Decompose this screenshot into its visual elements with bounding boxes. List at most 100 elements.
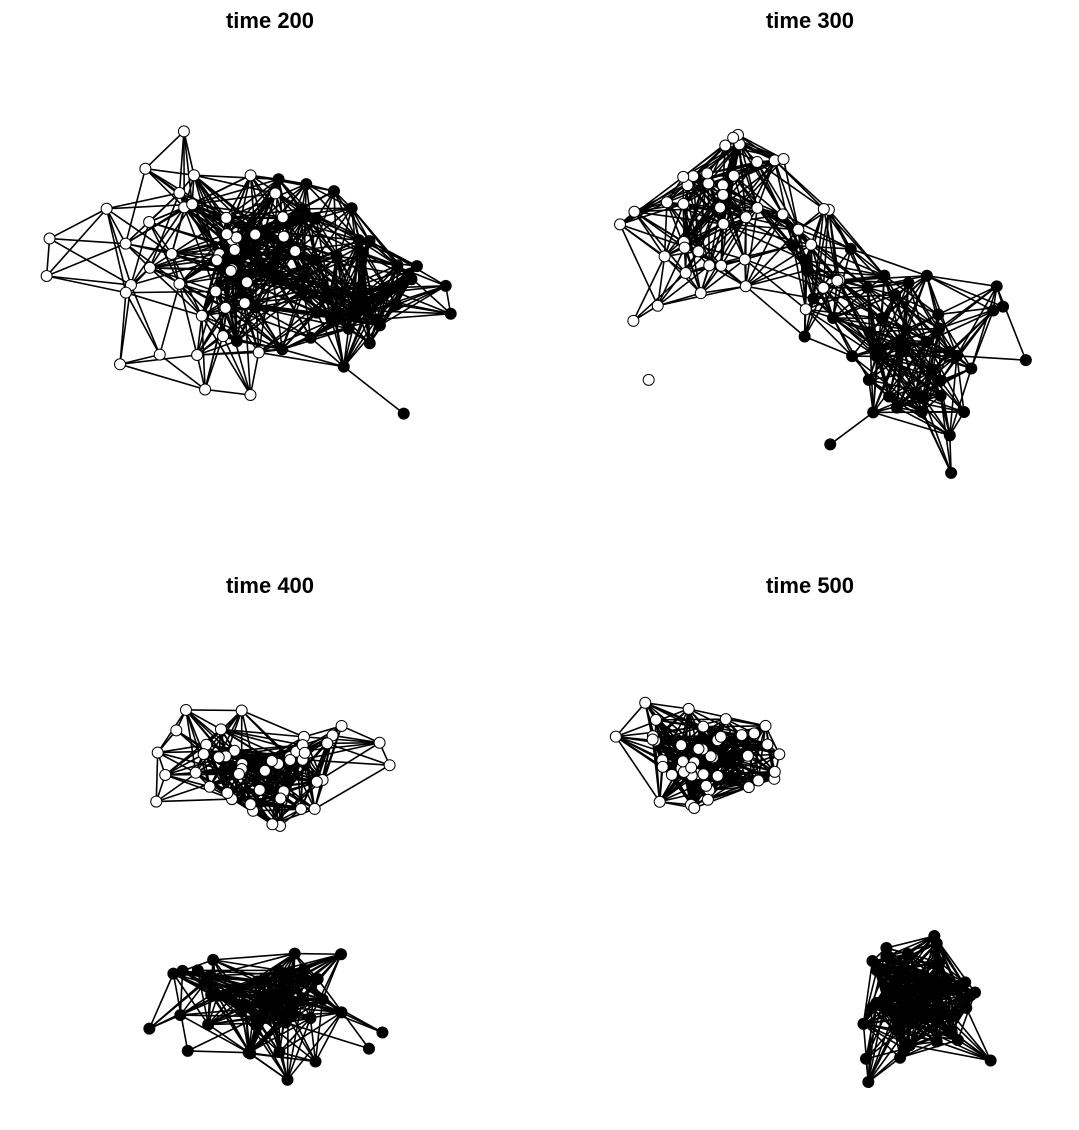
open-node	[740, 281, 751, 292]
filled-node	[301, 179, 312, 190]
filled-node	[808, 293, 819, 304]
open-node	[245, 170, 256, 181]
open-node	[233, 769, 244, 780]
network-edge	[188, 1051, 249, 1053]
open-node	[676, 740, 687, 751]
open-node	[198, 749, 209, 760]
open-node	[728, 170, 739, 181]
filled-node	[938, 1009, 949, 1020]
open-node	[712, 770, 723, 781]
filled-node	[312, 974, 323, 985]
filled-node	[876, 313, 887, 324]
open-node	[715, 731, 726, 742]
filled-node	[862, 282, 873, 293]
filled-node	[868, 407, 879, 418]
filled-node	[935, 390, 946, 401]
open-node	[190, 767, 201, 778]
filled-node	[787, 240, 798, 251]
network-edge	[242, 711, 304, 737]
filled-node	[941, 975, 952, 986]
open-node	[695, 288, 706, 299]
open-node	[152, 747, 163, 758]
open-node	[704, 260, 715, 271]
open-node	[698, 721, 709, 732]
filled-node	[282, 1074, 293, 1085]
filled-node	[263, 990, 274, 1001]
open-node	[270, 188, 281, 199]
network-edge	[165, 774, 239, 775]
open-node	[384, 760, 395, 771]
filled-node	[902, 949, 913, 960]
filled-node	[298, 272, 309, 283]
filled-node	[353, 235, 364, 246]
network-edge	[145, 131, 184, 168]
open-node	[777, 209, 788, 220]
filled-node	[270, 274, 281, 285]
open-node	[643, 374, 654, 385]
filled-node	[933, 309, 944, 320]
filled-node	[177, 965, 188, 976]
network-edge	[633, 273, 685, 321]
filled-node	[251, 1020, 262, 1031]
open-node	[115, 359, 126, 370]
filled-node	[298, 285, 309, 296]
filled-node	[921, 336, 932, 347]
filled-node	[891, 402, 902, 413]
open-node	[769, 766, 780, 777]
open-node	[818, 282, 829, 293]
filled-node	[951, 350, 962, 361]
open-node	[760, 720, 771, 731]
open-node	[275, 793, 286, 804]
filled-node	[251, 302, 262, 313]
filled-node	[890, 289, 901, 300]
open-node	[374, 737, 385, 748]
network-edge	[186, 710, 242, 711]
filled-node	[273, 965, 284, 976]
open-node	[250, 229, 261, 240]
filled-node	[800, 255, 811, 266]
open-node	[204, 781, 215, 792]
filled-node	[825, 439, 836, 450]
open-node	[210, 286, 221, 297]
open-node	[753, 775, 764, 786]
filled-node	[931, 1036, 942, 1047]
open-node	[615, 219, 626, 230]
network-edge	[47, 276, 126, 293]
filled-node	[355, 290, 366, 301]
filled-node	[266, 264, 277, 275]
filled-node	[357, 248, 368, 259]
filled-node	[144, 1023, 155, 1034]
open-node	[211, 255, 222, 266]
open-node	[728, 132, 739, 143]
open-node	[742, 750, 753, 761]
filled-node	[182, 1045, 193, 1056]
filled-node	[364, 338, 375, 349]
filled-node	[863, 374, 874, 385]
filled-node	[871, 351, 882, 362]
filled-node	[311, 213, 322, 224]
open-node	[683, 703, 694, 714]
edge-layer	[620, 135, 1026, 473]
filled-node	[858, 1018, 869, 1029]
network-edge	[126, 291, 216, 292]
filled-node	[864, 327, 875, 338]
open-node	[266, 755, 277, 766]
open-node	[44, 233, 55, 244]
filled-node	[879, 270, 890, 281]
filled-node	[801, 265, 812, 276]
open-node	[213, 752, 224, 763]
filled-node	[952, 981, 963, 992]
open-node	[693, 246, 704, 257]
filled-node	[928, 980, 939, 991]
open-node	[718, 218, 729, 229]
filled-node	[391, 299, 402, 310]
filled-node	[896, 334, 907, 345]
filled-node	[884, 391, 895, 402]
filled-node	[965, 990, 976, 1001]
filled-node	[324, 289, 335, 300]
open-node	[629, 206, 640, 217]
filled-node	[392, 260, 403, 271]
open-node	[259, 765, 270, 776]
filled-node	[998, 301, 1009, 312]
open-node	[239, 298, 250, 309]
